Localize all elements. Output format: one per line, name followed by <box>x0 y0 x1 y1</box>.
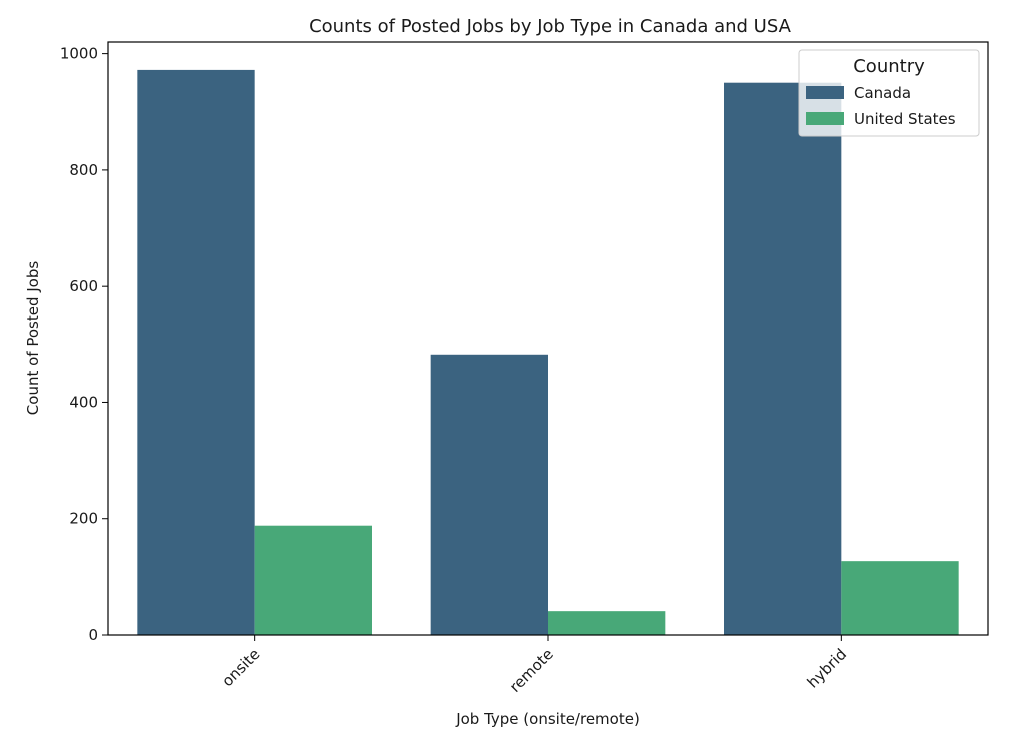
x-axis-title: Job Type (onsite/remote) <box>455 710 640 728</box>
legend-swatch <box>806 86 844 99</box>
y-tick-label: 200 <box>69 510 98 528</box>
y-tick-label: 400 <box>69 393 98 411</box>
y-tick-label: 600 <box>69 277 98 295</box>
legend-title: Country <box>853 56 925 77</box>
bar-canada-onsite <box>137 69 255 635</box>
x-axis: onsite remote hybrid <box>218 635 850 696</box>
bar-canada-remote <box>430 354 548 635</box>
y-axis-title: Count of Posted Jobs <box>24 261 42 416</box>
x-tick-label: hybrid <box>804 645 851 692</box>
legend-items: Canada United States <box>806 84 956 128</box>
bars-group <box>137 69 959 636</box>
legend-label: United States <box>854 110 956 128</box>
y-axis: 0 200 400 600 800 1000 <box>60 45 108 644</box>
y-tick-label: 800 <box>69 161 98 179</box>
bar-united-states-hybrid <box>841 561 959 635</box>
chart-title: Counts of Posted Jobs by Job Type in Can… <box>309 16 792 37</box>
legend-swatch <box>806 112 844 125</box>
bar-canada-hybrid <box>724 82 842 636</box>
x-tick-label: onsite <box>218 645 263 690</box>
legend: Country Canada United States <box>798 49 980 137</box>
y-tick-label: 0 <box>88 626 98 644</box>
y-tick-label: 1000 <box>60 45 98 63</box>
x-tick-label: remote <box>506 645 557 696</box>
legend-label: Canada <box>854 84 911 102</box>
bar-united-states-remote <box>548 611 666 635</box>
bar-united-states-onsite <box>254 525 372 635</box>
